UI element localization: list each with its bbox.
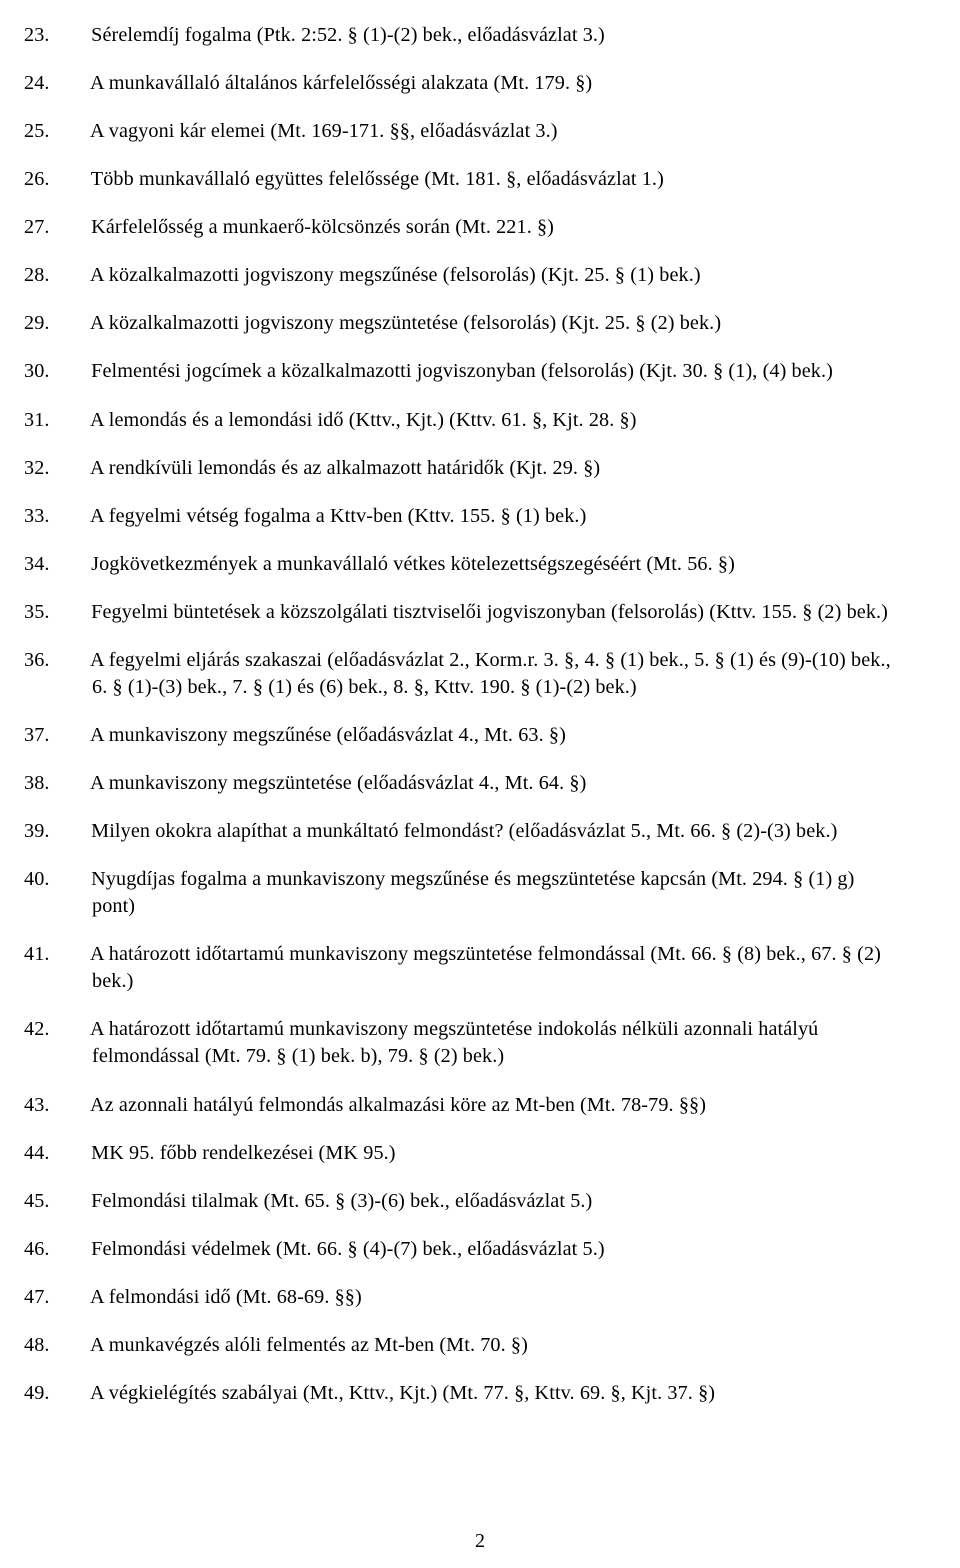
- list-item-number: 41.: [58, 941, 86, 968]
- list-item: 34. Jogkövetkezmények a munkavállaló vét…: [58, 551, 897, 578]
- list-item-number: 35.: [58, 599, 86, 626]
- list-item-text: A felmondási idő (Mt. 68-69. §§): [90, 1286, 362, 1308]
- list-item-number: 49.: [58, 1380, 86, 1407]
- list-item: 49. A végkielégítés szabályai (Mt., Kttv…: [58, 1380, 897, 1407]
- list-item: 40. Nyugdíjas fogalma a munkaviszony meg…: [58, 866, 897, 920]
- list-item-number: 30.: [58, 358, 86, 385]
- list-item-text: A fegyelmi vétség fogalma a Kttv-ben (Kt…: [90, 505, 586, 527]
- list-item-number: 34.: [58, 551, 86, 578]
- list-item-text: A munkavállaló általános kárfelelősségi …: [90, 72, 592, 94]
- list-item-text: A munkavégzés alóli felmentés az Mt-ben …: [90, 1334, 528, 1356]
- list-item-text: A munkaviszony megszűnése (előadásvázlat…: [90, 724, 566, 746]
- list-item-number: 31.: [58, 407, 86, 434]
- list-item: 35. Fegyelmi büntetések a közszolgálati …: [58, 599, 897, 626]
- list-item-text: Kárfelelősség a munkaerő-kölcsönzés sorá…: [91, 216, 554, 238]
- list-item-text: A vagyoni kár elemei (Mt. 169-171. §§, e…: [90, 120, 558, 142]
- list-item-text: Nyugdíjas fogalma a munkaviszony megszűn…: [91, 868, 854, 917]
- list-item: 47. A felmondási idő (Mt. 68-69. §§): [58, 1284, 897, 1311]
- list-item-number: 25.: [58, 118, 86, 145]
- list-item-text: A lemondás és a lemondási idő (Kttv., Kj…: [90, 409, 636, 431]
- list-item-number: 26.: [58, 166, 86, 193]
- list-item-text: Sérelemdíj fogalma (Ptk. 2:52. § (1)-(2)…: [91, 24, 605, 46]
- list-item-number: 37.: [58, 722, 86, 749]
- list-item: 48. A munkavégzés alóli felmentés az Mt-…: [58, 1332, 897, 1359]
- list-item-number: 46.: [58, 1236, 86, 1263]
- list-item-number: 29.: [58, 310, 86, 337]
- list-item: 31. A lemondás és a lemondási idő (Kttv.…: [58, 407, 897, 434]
- list-item-number: 27.: [58, 214, 86, 241]
- list-item-text: A határozott időtartamú munkaviszony meg…: [90, 943, 881, 992]
- numbered-list: 23. Sérelemdíj fogalma (Ptk. 2:52. § (1)…: [58, 22, 897, 1407]
- list-item-text: MK 95. főbb rendelkezései (MK 95.): [91, 1142, 395, 1164]
- list-item-number: 43.: [58, 1092, 86, 1119]
- list-item-number: 47.: [58, 1284, 86, 1311]
- list-item-number: 33.: [58, 503, 86, 530]
- list-item-number: 28.: [58, 262, 86, 289]
- list-item-text: Felmondási védelmek (Mt. 66. § (4)-(7) b…: [91, 1238, 605, 1260]
- list-item: 41. A határozott időtartamú munkaviszony…: [58, 941, 897, 995]
- list-item-number: 38.: [58, 770, 86, 797]
- list-item: 42. A határozott időtartamú munkaviszony…: [58, 1016, 897, 1070]
- list-item-text: A végkielégítés szabályai (Mt., Kttv., K…: [90, 1382, 715, 1404]
- list-item-number: 23.: [58, 22, 86, 49]
- list-item-text: Felmentési jogcímek a közalkalmazotti jo…: [91, 360, 833, 382]
- list-item-text: Felmondási tilalmak (Mt. 65. § (3)-(6) b…: [91, 1190, 592, 1212]
- list-item-text: Milyen okokra alapíthat a munkáltató fel…: [91, 820, 837, 842]
- list-item: 37. A munkaviszony megszűnése (előadásvá…: [58, 722, 897, 749]
- list-item-text: Az azonnali hatályú felmondás alkalmazás…: [90, 1094, 706, 1116]
- list-item-text: A rendkívüli lemondás és az alkalmazott …: [90, 457, 600, 479]
- list-item: 27. Kárfelelősség a munkaerő-kölcsönzés …: [58, 214, 897, 241]
- list-item: 39. Milyen okokra alapíthat a munkáltató…: [58, 818, 897, 845]
- list-item-text: Több munkavállaló együttes felelőssége (…: [91, 168, 664, 190]
- list-item-text: A munkaviszony megszüntetése (előadásváz…: [90, 772, 586, 794]
- list-item-number: 42.: [58, 1016, 86, 1043]
- list-item: 29. A közalkalmazotti jogviszony megszün…: [58, 310, 897, 337]
- list-item: 45. Felmondási tilalmak (Mt. 65. § (3)-(…: [58, 1188, 897, 1215]
- list-item: 30. Felmentési jogcímek a közalkalmazott…: [58, 358, 897, 385]
- list-item-number: 48.: [58, 1332, 86, 1359]
- list-item-text: A közalkalmazotti jogviszony megszűnése …: [90, 264, 701, 286]
- list-item-number: 36.: [58, 647, 86, 674]
- list-item-number: 32.: [58, 455, 86, 482]
- list-item: 25. A vagyoni kár elemei (Mt. 169-171. §…: [58, 118, 897, 145]
- list-item-text: Jogkövetkezmények a munkavállaló vétkes …: [91, 553, 735, 575]
- list-item: 33. A fegyelmi vétség fogalma a Kttv-ben…: [58, 503, 897, 530]
- page-number: 2: [0, 1530, 960, 1553]
- list-item-number: 40.: [58, 866, 86, 893]
- list-item: 24. A munkavállaló általános kárfelelőss…: [58, 70, 897, 97]
- list-item: 26. Több munkavállaló együttes felelőssé…: [58, 166, 897, 193]
- list-item: 32. A rendkívüli lemondás és az alkalmaz…: [58, 455, 897, 482]
- list-item-text: Fegyelmi büntetések a közszolgálati tisz…: [91, 601, 888, 623]
- list-item-number: 44.: [58, 1140, 86, 1167]
- list-item: 36. A fegyelmi eljárás szakaszai (előadá…: [58, 647, 897, 701]
- list-item: 28. A közalkalmazotti jogviszony megszűn…: [58, 262, 897, 289]
- list-item-text: A közalkalmazotti jogviszony megszünteté…: [90, 312, 721, 334]
- list-item-number: 45.: [58, 1188, 86, 1215]
- list-item-text: A fegyelmi eljárás szakaszai (előadásváz…: [90, 649, 891, 698]
- list-item-number: 39.: [58, 818, 86, 845]
- document-page: 23. Sérelemdíj fogalma (Ptk. 2:52. § (1)…: [0, 0, 960, 1568]
- list-item: 46. Felmondási védelmek (Mt. 66. § (4)-(…: [58, 1236, 897, 1263]
- list-item: 23. Sérelemdíj fogalma (Ptk. 2:52. § (1)…: [58, 22, 897, 49]
- list-item: 43. Az azonnali hatályú felmondás alkalm…: [58, 1092, 897, 1119]
- list-item: 44. MK 95. főbb rendelkezései (MK 95.): [58, 1140, 897, 1167]
- list-item: 38. A munkaviszony megszüntetése (előadá…: [58, 770, 897, 797]
- list-item-number: 24.: [58, 70, 86, 97]
- list-item-text: A határozott időtartamú munkaviszony meg…: [90, 1018, 818, 1067]
